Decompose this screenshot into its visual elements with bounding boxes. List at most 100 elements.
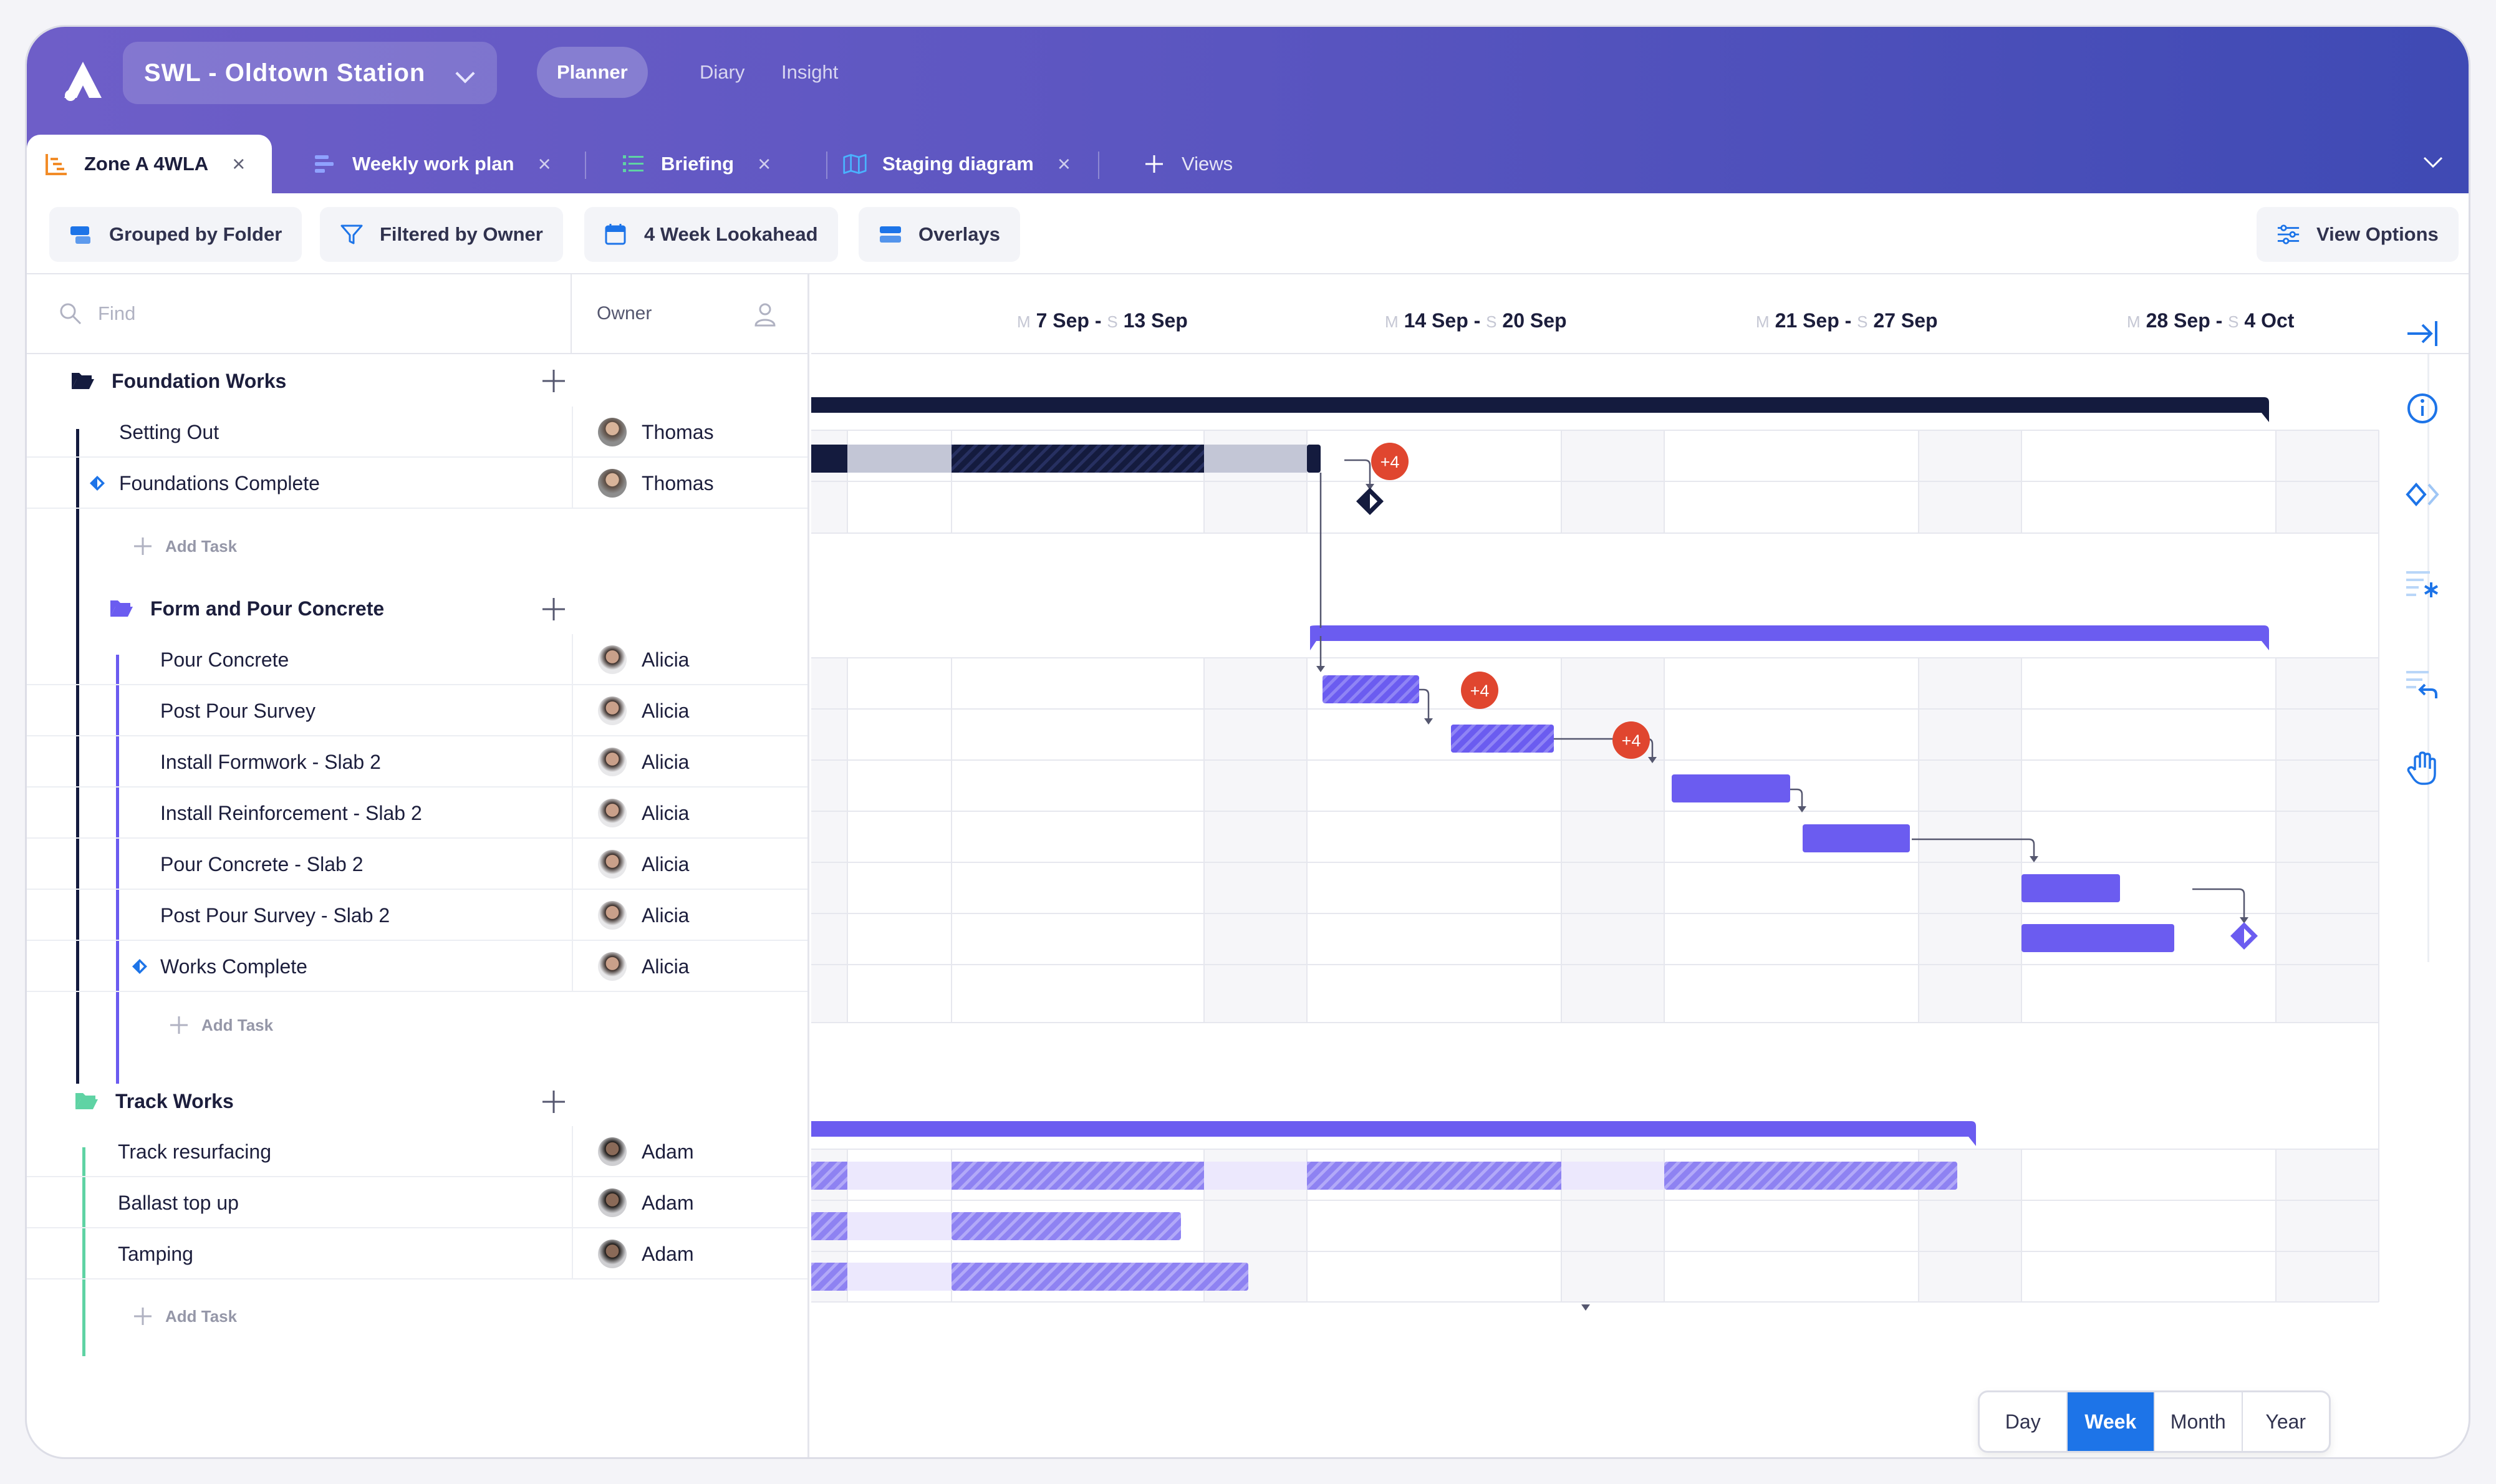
nav-diary[interactable]: Diary: [700, 61, 745, 83]
nav-insight[interactable]: Insight: [781, 61, 839, 83]
task-bar-pour-concrete-slab-2[interactable]: [2021, 874, 2120, 902]
task-row[interactable]: Setting Out Thomas: [27, 407, 807, 458]
overlays-button[interactable]: Overlays: [859, 207, 1020, 262]
task-bar-setting-out[interactable]: [811, 445, 847, 473]
add-task-button[interactable]: Add Task: [133, 536, 237, 556]
overlap-badge[interactable]: +4: [1612, 721, 1650, 759]
task-name[interactable]: Foundations Complete: [119, 472, 320, 494]
task-row[interactable]: Pour Concrete Alicia: [27, 634, 807, 685]
task-bar-ballast-top-up[interactable]: [811, 1212, 847, 1240]
add-task-button[interactable]: Add Task: [169, 1015, 273, 1035]
critical-path-icon[interactable]: [2404, 566, 2441, 604]
view-options-button[interactable]: View Options: [2257, 207, 2459, 262]
group-track-works[interactable]: Track Works: [74, 1076, 234, 1127]
task-owner[interactable]: Adam: [572, 1126, 807, 1177]
user-icon[interactable]: [754, 302, 776, 327]
task-row[interactable]: Ballast top up Adam: [27, 1177, 807, 1228]
summary-bar-track[interactable]: [811, 1121, 1976, 1146]
task-bar-tamping[interactable]: [811, 1263, 847, 1291]
task-bar-track-resurfacing[interactable]: [1664, 1162, 1957, 1190]
task-bar-ballast-top-up[interactable]: [847, 1212, 952, 1240]
milestone-works-complete[interactable]: [2230, 922, 2258, 950]
task-bar-install-reinforcement[interactable]: [1803, 824, 1910, 852]
add-task-plus-icon[interactable]: [541, 596, 567, 622]
app-logo-icon[interactable]: [58, 57, 108, 107]
task-name[interactable]: Works Complete: [160, 955, 307, 978]
task-name[interactable]: Setting Out: [119, 421, 219, 443]
add-task-plus-icon[interactable]: [541, 1089, 567, 1115]
task-bar-track-resurfacing[interactable]: [952, 1162, 1204, 1190]
task-row[interactable]: Post Pour Survey Alicia: [27, 685, 807, 736]
task-owner[interactable]: Alicia: [572, 839, 807, 890]
task-row[interactable]: Install Formwork - Slab 2 Alicia: [27, 736, 807, 788]
filtered-by-owner-button[interactable]: Filtered by Owner: [320, 207, 563, 262]
close-icon[interactable]: ×: [1057, 151, 1071, 176]
task-row[interactable]: Pour Concrete - Slab 2 Alicia: [27, 839, 807, 890]
task-bar-track-resurfacing[interactable]: [1561, 1162, 1664, 1190]
add-view-button[interactable]: Views: [1124, 135, 1250, 193]
task-bar-track-resurfacing[interactable]: [1307, 1162, 1561, 1190]
task-name[interactable]: Post Pour Survey - Slab 2: [160, 904, 390, 927]
summary-bar-foundation[interactable]: [811, 397, 2269, 422]
four-week-lookahead-button[interactable]: 4 Week Lookahead: [584, 207, 838, 262]
add-task-plus-icon[interactable]: [541, 368, 567, 394]
undo-list-icon[interactable]: [2404, 666, 2441, 703]
collapse-panel-icon[interactable]: [2404, 315, 2441, 352]
close-icon[interactable]: ×: [232, 151, 246, 176]
owner-column-header[interactable]: Owner: [572, 274, 807, 354]
task-row[interactable]: Works Complete Alicia: [27, 941, 807, 992]
task-name[interactable]: Ballast top up: [118, 1192, 239, 1214]
hand-pan-icon[interactable]: [2404, 750, 2441, 788]
task-bar-setting-out[interactable]: [1307, 445, 1321, 473]
tab-staging-diagram[interactable]: Staging diagram ×: [825, 135, 1088, 193]
search-input[interactable]: Find: [27, 274, 572, 354]
group-form-and-pour-concrete[interactable]: Form and Pour Concrete: [109, 583, 384, 634]
tab-weekly-work-plan[interactable]: Weekly work plan ×: [295, 135, 569, 193]
task-name[interactable]: Track resurfacing: [118, 1140, 271, 1163]
task-name[interactable]: Tamping: [118, 1243, 193, 1265]
zoom-year-button[interactable]: Year: [2265, 1410, 2306, 1433]
chevron-down-icon[interactable]: [2422, 155, 2444, 169]
task-owner[interactable]: Thomas: [572, 407, 807, 458]
task-name[interactable]: Install Reinforcement - Slab 2: [160, 802, 422, 824]
info-icon[interactable]: [2404, 390, 2441, 427]
add-task-button[interactable]: Add Task: [133, 1306, 237, 1326]
task-owner[interactable]: Thomas: [572, 458, 807, 509]
task-owner[interactable]: Adam: [572, 1177, 807, 1228]
task-owner[interactable]: Alicia: [572, 890, 807, 941]
task-bar-track-resurfacing[interactable]: [847, 1162, 952, 1190]
task-name[interactable]: Pour Concrete - Slab 2: [160, 853, 364, 875]
task-owner[interactable]: Alicia: [572, 634, 807, 685]
task-bar-post-pour-survey[interactable]: [1451, 725, 1554, 753]
group-foundation-works[interactable]: Foundation Works: [70, 355, 286, 407]
task-name[interactable]: Install Formwork - Slab 2: [160, 751, 381, 773]
task-bar-setting-out[interactable]: [847, 445, 952, 473]
close-icon[interactable]: ×: [537, 151, 551, 176]
close-icon[interactable]: ×: [758, 151, 771, 176]
grouped-by-folder-button[interactable]: Grouped by Folder: [49, 207, 302, 262]
summary-bar-concrete[interactable]: [1310, 625, 2269, 650]
zoom-day-button[interactable]: Day: [1980, 1392, 2068, 1451]
zoom-week-button[interactable]: Week: [2067, 1392, 2155, 1451]
tab-briefing[interactable]: Briefing ×: [604, 135, 788, 193]
milestone-foundations-complete[interactable]: [1356, 488, 1384, 515]
zoom-month-button[interactable]: Month: [2155, 1392, 2243, 1451]
task-bar-track-resurfacing[interactable]: [811, 1162, 847, 1190]
task-bar-post-pour-survey-slab-2[interactable]: [2021, 924, 2174, 952]
project-selector[interactable]: SWL - Oldtown Station: [123, 42, 497, 104]
task-owner[interactable]: Alicia: [572, 788, 807, 839]
task-owner[interactable]: Alicia: [572, 736, 807, 788]
task-bar-setting-out[interactable]: [952, 445, 1204, 473]
task-bar-tamping[interactable]: [952, 1263, 1248, 1291]
task-row[interactable]: Post Pour Survey - Slab 2 Alicia: [27, 890, 807, 941]
task-owner[interactable]: Adam: [572, 1228, 807, 1279]
task-bar-track-resurfacing[interactable]: [1204, 1162, 1307, 1190]
task-row[interactable]: Track resurfacing Adam: [27, 1126, 807, 1177]
task-bar-tamping[interactable]: [847, 1263, 952, 1291]
task-name[interactable]: Pour Concrete: [160, 648, 289, 671]
task-bar-pour-concrete[interactable]: [1323, 675, 1419, 703]
task-bar-ballast-top-up[interactable]: [952, 1212, 1181, 1240]
milestone-toggle-icon[interactable]: [2404, 476, 2441, 513]
task-name[interactable]: Post Pour Survey: [160, 700, 316, 722]
task-owner[interactable]: Alicia: [572, 685, 807, 736]
